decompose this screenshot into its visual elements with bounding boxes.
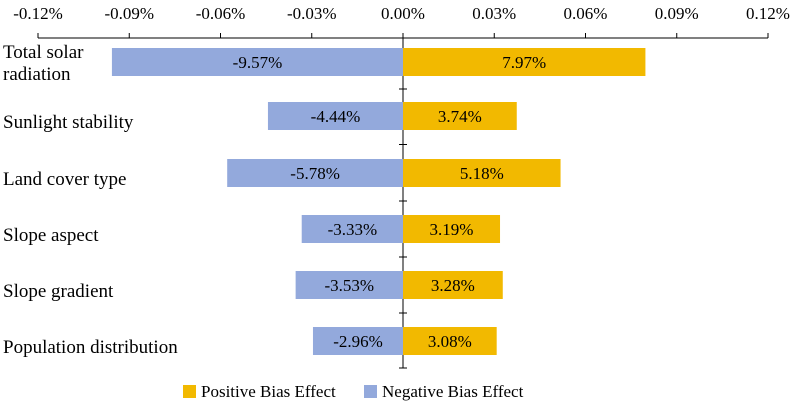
positive-bar: [403, 327, 497, 355]
negative-bar-label: -2.96%: [333, 332, 383, 351]
positive-bar: [403, 102, 517, 130]
legend-negative-swatch: [364, 385, 377, 398]
legend-positive-label: Positive Bias Effect: [201, 382, 336, 401]
positive-bar: [403, 159, 561, 187]
category-label: Population distribution: [3, 337, 178, 358]
positive-bar: [403, 271, 503, 299]
legend-negative-label: Negative Bias Effect: [382, 382, 524, 401]
x-tick-label: 0.00%: [381, 4, 425, 23]
positive-bar-label: 3.28%: [431, 276, 475, 295]
x-tick-label: 0.06%: [564, 4, 608, 23]
negative-bar: [301, 215, 403, 243]
category-label: Slope aspect: [3, 225, 99, 246]
negative-bar: [295, 271, 403, 299]
negative-bar-label: -3.53%: [325, 276, 375, 295]
negative-bar-label: -3.33%: [328, 220, 378, 239]
negative-bar-label: -9.57%: [233, 53, 283, 72]
x-axis: -0.12% -0.09% -0.06% -0.03% 0.00% 0.03% 0.06% 0…: [13, 4, 790, 369]
x-tick-label: -0.09%: [104, 4, 154, 23]
x-tick-label: 0.09%: [655, 4, 699, 23]
positive-bar-label: 7.97%: [502, 53, 546, 72]
negative-bar-label: -5.78%: [290, 164, 340, 183]
legend: Positive Bias Effect Negative Bias Effect: [183, 382, 524, 401]
negative-bar-label: -4.44%: [311, 107, 361, 126]
x-tick-label: -0.06%: [196, 4, 246, 23]
category-labels: Total solar radiation Sunlight stability La…: [3, 42, 178, 358]
positive-bar-label: 3.08%: [428, 332, 472, 351]
positive-bar: [403, 215, 501, 243]
bars: 7.97% -9.57% 3.74% -4.44% 5.18% -5.78% 3.19% -3…: [111, 48, 646, 355]
x-tick-label: -0.03%: [287, 4, 337, 23]
positive-bar-label: 3.74%: [438, 107, 482, 126]
x-tick-label: -0.12%: [13, 4, 63, 23]
negative-bar: [312, 327, 403, 355]
positive-bar-label: 3.19%: [430, 220, 474, 239]
positive-bar: [403, 48, 646, 76]
category-label: Land cover type: [3, 169, 126, 190]
negative-bar: [111, 48, 403, 76]
category-label: Sunlight stability: [3, 112, 134, 133]
x-tick-label: 0.12%: [746, 4, 790, 23]
legend-positive-swatch: [183, 385, 196, 398]
positive-bar-label: 5.18%: [460, 164, 504, 183]
category-label: Total solar radiation: [3, 42, 84, 85]
negative-bar: [267, 102, 403, 130]
negative-bar: [227, 159, 403, 187]
x-tick-label: 0.03%: [472, 4, 516, 23]
category-label: Slope gradient: [3, 281, 114, 302]
